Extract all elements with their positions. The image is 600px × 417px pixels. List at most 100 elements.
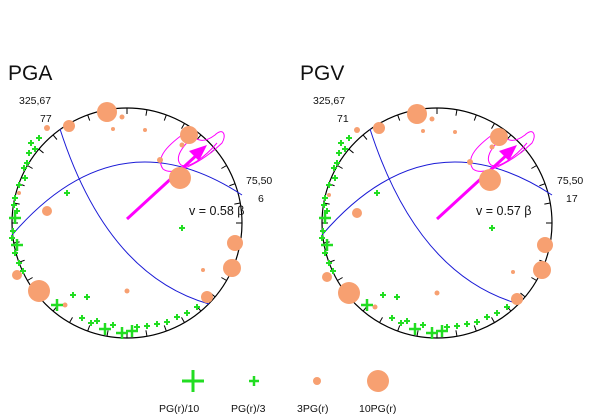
plus-marker — [504, 304, 510, 310]
directivity-arrowhead — [189, 145, 207, 161]
plus-marker — [322, 195, 328, 201]
green-crosses — [319, 135, 510, 339]
dot-marker — [421, 129, 425, 133]
plus-marker — [326, 182, 332, 188]
dot-marker — [180, 126, 198, 144]
plane1-label: 325,67 — [19, 95, 51, 107]
dot-marker — [17, 191, 21, 195]
dot-marker — [28, 280, 50, 302]
plus-marker — [144, 323, 150, 329]
plus-marker — [398, 320, 404, 326]
great-circle — [11, 161, 243, 236]
great-circle — [321, 161, 553, 236]
plus-marker — [380, 292, 386, 298]
small-dot-marker — [313, 377, 321, 385]
dot-marker — [179, 142, 185, 148]
dot-marker — [62, 302, 68, 308]
dot-marker — [119, 114, 125, 120]
plus-marker — [336, 150, 342, 156]
plus-marker — [116, 327, 128, 339]
legend-item: 10PG(r) — [359, 370, 396, 415]
dot-marker — [354, 127, 360, 133]
directivity-arrow — [125, 151, 201, 221]
dot-marker — [124, 288, 130, 294]
big-plus-marker — [182, 370, 204, 392]
plane2-label: 75,50 — [557, 175, 583, 187]
directivity-arrowhead — [499, 145, 517, 161]
dot-marker — [157, 157, 163, 163]
dot-marker — [533, 261, 551, 279]
plus-marker — [319, 235, 325, 241]
plus-marker — [14, 208, 20, 214]
velocity-label: v = 0.57 β — [476, 204, 532, 218]
great-circle — [59, 128, 210, 305]
orange-dots — [322, 104, 553, 310]
plus-marker — [184, 310, 190, 316]
legend-label: 3PG(r) — [297, 403, 329, 415]
plus-marker — [12, 195, 18, 201]
legend-label: PG(r)/3 — [231, 403, 266, 415]
plane2-value: 17 — [566, 193, 578, 205]
plus-marker — [26, 150, 32, 156]
plus-marker — [24, 160, 30, 166]
plus-marker — [321, 202, 327, 208]
dot-marker — [227, 235, 243, 251]
plus-marker — [389, 315, 395, 321]
plane1-label: 325,67 — [313, 95, 345, 107]
green-crosses — [9, 135, 200, 339]
legend: PG(r)/10 PG(r)/3 3PG(r) 10PG(r) — [159, 370, 396, 415]
plus-marker — [179, 225, 185, 231]
plane2-value: 6 — [258, 193, 264, 205]
plus-marker — [326, 260, 332, 266]
plus-marker — [21, 165, 27, 171]
plus-marker — [489, 225, 495, 231]
plus-marker — [194, 304, 200, 310]
dot-marker — [97, 102, 117, 122]
dot-marker — [201, 268, 205, 272]
orange-dots — [12, 102, 243, 308]
legend-label: PG(r)/10 — [159, 403, 199, 415]
dot-marker — [201, 291, 213, 303]
plus-marker — [404, 318, 410, 324]
plus-marker — [322, 250, 328, 256]
plus-marker — [94, 318, 100, 324]
plus-marker — [154, 321, 160, 327]
plus-marker — [64, 190, 70, 196]
plus-marker — [464, 321, 470, 327]
dot-marker — [322, 272, 332, 282]
plus-marker — [320, 228, 326, 234]
dot-marker — [44, 125, 50, 131]
plus-marker — [10, 228, 16, 234]
dot-marker — [479, 169, 501, 191]
plus-marker — [436, 325, 448, 337]
plus-marker — [16, 260, 22, 266]
dot-marker — [490, 128, 508, 146]
dot-marker — [372, 304, 378, 310]
legend-label: 10PG(r) — [359, 403, 396, 415]
dot-marker — [511, 293, 523, 305]
dot-marker — [63, 120, 75, 132]
plus-marker — [494, 310, 500, 316]
plus-marker — [319, 212, 331, 224]
plus-marker — [16, 182, 22, 188]
dot-marker — [467, 159, 473, 165]
plus-marker — [11, 202, 17, 208]
plus-marker — [338, 140, 344, 146]
dot-marker — [327, 193, 331, 197]
dot-marker — [34, 280, 40, 286]
plus-marker — [88, 320, 94, 326]
plus-marker — [20, 268, 26, 274]
legend-item: PG(r)/10 — [159, 370, 204, 415]
panel-pga: PGA 325,67 77 75,50 6 v = 0.58 β — [8, 62, 272, 339]
dot-marker — [434, 290, 440, 296]
dot-marker — [143, 128, 147, 132]
dot-marker — [111, 127, 115, 131]
dot-marker — [489, 144, 495, 150]
panel-title: PGA — [8, 62, 52, 85]
plus-marker — [361, 299, 373, 311]
velocity-label: v = 0.58 β — [189, 204, 245, 218]
directivity-arrow — [435, 151, 511, 221]
dot-marker — [338, 282, 360, 304]
dot-marker — [537, 237, 553, 253]
